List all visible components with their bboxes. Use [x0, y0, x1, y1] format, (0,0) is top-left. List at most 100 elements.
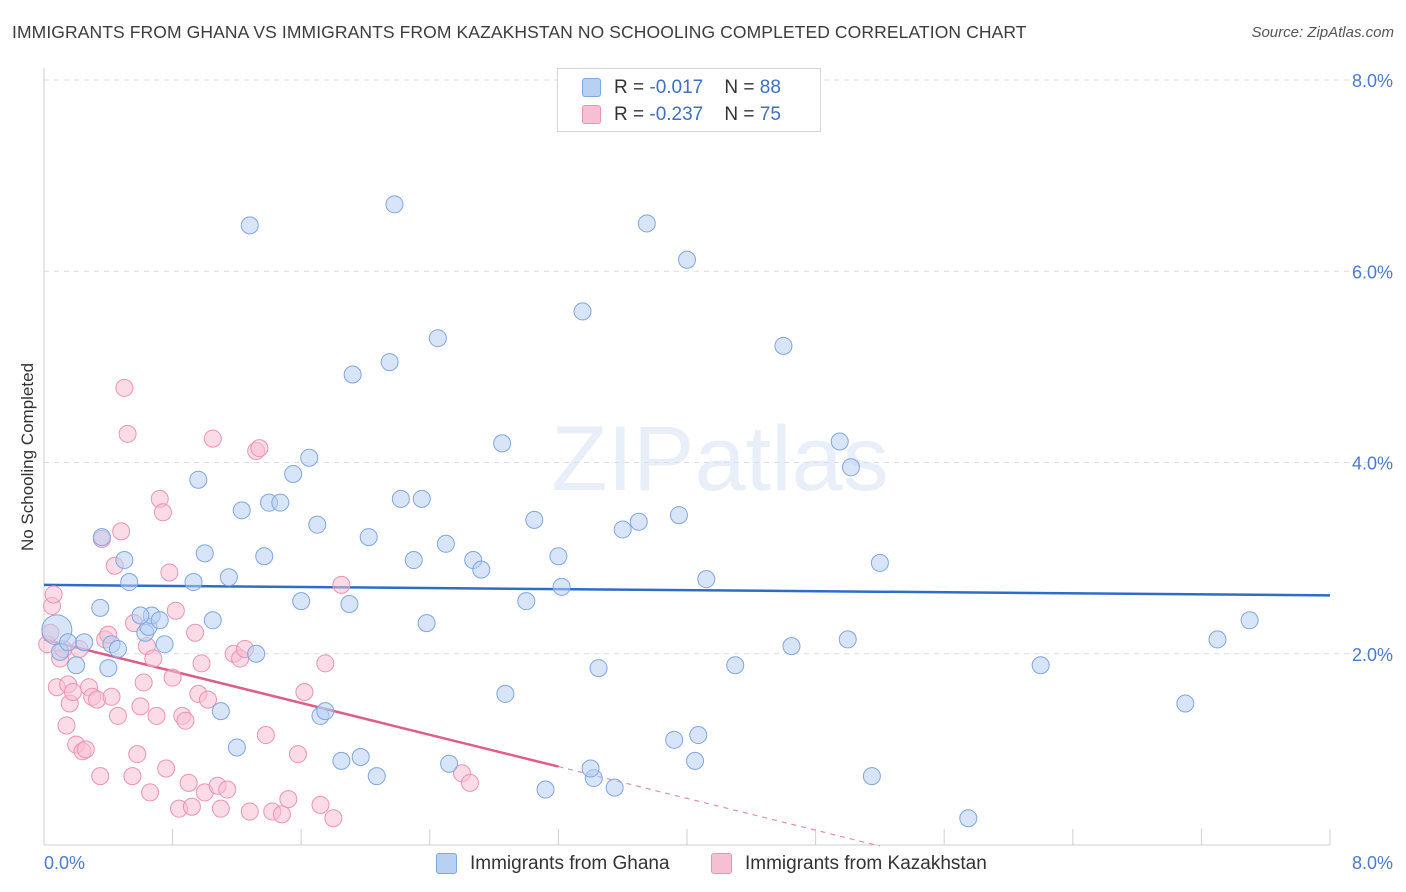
kazakhstan-point: [332, 575, 351, 594]
ghana-point: [351, 748, 370, 767]
kazakhstan-point: [108, 706, 127, 725]
y-tick-label: 8.0%: [1352, 71, 1393, 91]
ghana-point: [108, 639, 127, 658]
kazakhstan-point: [256, 726, 275, 745]
kazakhstan-point: [112, 522, 131, 541]
kazakhstan-point: [316, 654, 335, 673]
ghana-point: [412, 489, 431, 508]
ghana-point: [211, 702, 230, 721]
kazakhstan-point: [240, 802, 259, 821]
kazakhstan-point: [279, 790, 298, 809]
ghana-point: [380, 353, 399, 372]
watermark: ZIPatlas: [551, 408, 888, 510]
kazakhstan-point: [460, 773, 479, 792]
ghana-point: [155, 635, 174, 654]
ghana-point: [367, 767, 386, 786]
ghana-point: [131, 606, 150, 625]
ghana-point: [343, 365, 362, 384]
y-tick-label: 2.0%: [1352, 645, 1393, 665]
ghana-point: [613, 520, 632, 539]
ghana-point: [120, 573, 139, 592]
ghana-r-value: -0.017: [649, 77, 704, 98]
ghana-point: [255, 547, 274, 566]
ghana-trend-line: [43, 583, 1331, 597]
ghana-point: [271, 493, 290, 512]
ghana-point: [67, 656, 86, 675]
ghana-point: [232, 501, 251, 520]
ghana-point: [189, 470, 208, 489]
kazakhstan-point: [76, 740, 95, 759]
kazakhstan-point: [153, 503, 172, 522]
kazakhstan-swatch: [582, 105, 601, 124]
ghana-point: [436, 534, 455, 553]
kazakhstan-point: [115, 378, 134, 397]
y-tick-label: 6.0%: [1352, 262, 1393, 282]
ghana-point: [774, 336, 793, 355]
kazakhstan-point: [102, 687, 121, 706]
ghana-point: [247, 644, 266, 663]
kazakhstan-point: [324, 809, 343, 828]
ghana-point: [1031, 656, 1050, 675]
ghana-point: [203, 611, 222, 630]
ghana-point: [91, 598, 110, 617]
kazakhstan-point: [295, 683, 314, 701]
ghana-point: [686, 751, 705, 770]
kazakhstan-point: [141, 783, 160, 802]
kaz-n-label: N =: [724, 104, 760, 125]
kazakhstan-point: [218, 780, 237, 799]
ghana-point: [240, 216, 259, 235]
kaz-r-label: R =: [614, 104, 650, 125]
ghana-swatch: [582, 78, 601, 97]
ghana-point: [782, 637, 801, 656]
ghana-point: [870, 553, 889, 572]
ghana-point: [841, 458, 860, 477]
kazakhstan-point: [166, 601, 185, 620]
kazakhstan-legend-swatch: [711, 853, 732, 874]
ghana-point: [697, 570, 716, 589]
ghana-n-value: 88: [759, 77, 781, 98]
kazakhstan-point: [179, 773, 198, 792]
ghana-point: [316, 702, 335, 721]
kazakhstan-point: [63, 683, 82, 701]
kazakhstan-points: [38, 378, 479, 828]
ghana-point: [184, 573, 203, 592]
ghana-point: [517, 592, 536, 611]
ghana-point: [391, 489, 410, 508]
kazakhstan-point: [182, 797, 201, 816]
ghana-point: [385, 195, 404, 214]
grid-lines: [44, 79, 1390, 655]
ghana-point: [308, 515, 327, 534]
ghana-point: [359, 528, 378, 547]
ghana-r-label: R =: [614, 77, 650, 98]
kazakhstan-point: [288, 745, 307, 764]
ghana-point: [59, 633, 78, 652]
ghana-point: [340, 595, 359, 614]
ghana-point: [678, 250, 696, 269]
kazakhstan-point: [144, 649, 163, 668]
kazakhstan-point: [272, 805, 291, 824]
ghana-point: [219, 568, 238, 587]
axes: [43, 68, 1331, 846]
ghana-point: [75, 633, 94, 652]
ghana-point: [629, 512, 648, 531]
ghana-points: [41, 195, 1259, 828]
ghana-point: [300, 448, 319, 467]
ghana-point: [669, 506, 688, 525]
ghana-point: [862, 767, 881, 786]
ghana-point: [150, 611, 169, 630]
ghana-point: [573, 302, 592, 321]
ghana-point: [637, 214, 656, 233]
kazakhstan-point: [211, 799, 230, 818]
ghana-point: [605, 778, 624, 797]
ghana-point: [332, 751, 351, 770]
ghana-n-label: N =: [724, 77, 760, 98]
kazakhstan-point: [91, 767, 110, 786]
ghana-point: [525, 510, 544, 529]
ghana-point: [440, 754, 459, 773]
kazakhstan-point: [147, 706, 166, 725]
ghana-point: [404, 551, 423, 570]
kazakhstan-point: [44, 585, 63, 604]
chart-title: IMMIGRANTS FROM GHANA VS IMMIGRANTS FROM…: [12, 22, 1027, 42]
ghana-point: [838, 630, 857, 649]
